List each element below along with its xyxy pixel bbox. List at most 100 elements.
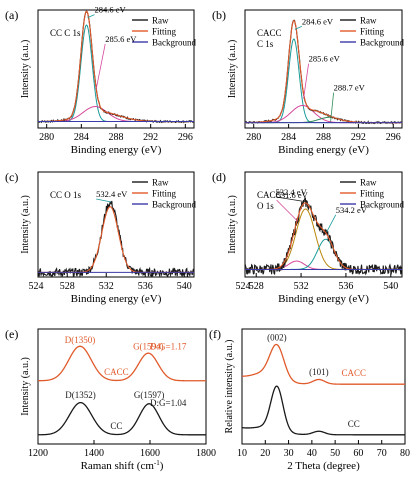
series-line-CC <box>242 385 405 436</box>
legend-label: Background <box>152 200 196 210</box>
x-axis-label: Binding energy (eV) <box>71 144 162 156</box>
x-tick-label: 528 <box>249 281 264 292</box>
legend-label: Raw <box>152 178 169 188</box>
plot-area <box>245 197 402 276</box>
peak-arrow <box>326 214 337 232</box>
series-label: D:G=1.04 <box>150 398 187 408</box>
legend-label: Fitting <box>152 189 177 199</box>
series-line-raw <box>38 200 194 277</box>
x-tick-label: 1800 <box>196 448 216 459</box>
x-tick-label: 30 <box>284 448 294 459</box>
peak-label: 284.6 eV <box>302 16 334 26</box>
legend-label: Background <box>152 38 196 48</box>
panel-annotation: CC C 1s <box>50 28 81 38</box>
panel-label: (f) <box>209 327 221 341</box>
plot-area <box>245 19 402 125</box>
legend-label: Fitting <box>152 27 177 37</box>
peak-arrow <box>330 92 335 122</box>
peak-label: 532.4 eV <box>96 189 128 199</box>
legend-label: Fitting <box>360 27 385 37</box>
panel-f: 10 20 30 40 50 60 70 80 2 Theta (degree) Relative… <box>209 327 410 472</box>
plot-frame <box>241 328 406 445</box>
panel-label: (c) <box>5 170 18 184</box>
peak-label: G(1594) <box>133 342 164 352</box>
x-tick-label: 20 <box>260 448 270 459</box>
x-tick-label: 532 <box>99 281 114 292</box>
panel-label: (b) <box>212 8 226 22</box>
panel-a: 280 284 288 292 296 Binding energy (eV) Intens… <box>5 5 196 156</box>
panel-annotation: C 1s <box>257 39 274 49</box>
x-tick-label: 536 <box>338 281 353 292</box>
peak-label: 532.4 eV <box>276 187 308 197</box>
peak-arrow <box>95 43 106 90</box>
plot-area <box>38 345 206 436</box>
plot-frame <box>37 171 195 278</box>
panel-d: 528 532 536 540 524 Binding energy (eV) Intens… <box>212 170 404 305</box>
plot-area <box>38 200 194 277</box>
x-tick-label: 540 <box>383 281 398 292</box>
legend-label: Background <box>360 38 404 48</box>
x-tick-label: 540 <box>177 281 192 292</box>
peak-arrow <box>294 26 303 30</box>
x-tick-label: 50 <box>330 448 340 459</box>
peak-arrow <box>303 63 309 99</box>
peak-arrow <box>275 196 307 203</box>
panel-b: 280 284 288 292 296 Binding energy (eV) Intens… <box>212 8 404 156</box>
x-tick-label: 288 <box>316 132 331 143</box>
series-line-CACC <box>242 343 405 385</box>
x-tick-label: 536 <box>138 281 153 292</box>
component-peak <box>245 38 402 124</box>
panel-annotation: CACC <box>257 190 282 200</box>
panel-annotation: CACC <box>257 28 282 38</box>
x-tick-label: 528 <box>60 281 75 292</box>
legend-label: Raw <box>360 178 377 188</box>
x-tick-label: 80 <box>400 448 410 459</box>
x-tick-label: 280 <box>39 132 54 143</box>
x-tick-label: 296 <box>178 132 193 143</box>
x-tick-label: 284 <box>281 132 296 143</box>
series-label: CC <box>110 421 122 431</box>
series-line-CACC <box>38 345 206 382</box>
x-tick-label: 280 <box>246 132 261 143</box>
peak-label: 284.6 eV <box>95 5 127 15</box>
x-tick-label: 60 <box>353 448 363 459</box>
peak-label: (002) <box>267 333 287 343</box>
peak-label: 531.6 eV <box>277 190 309 200</box>
series-label: CACC <box>104 367 129 377</box>
x-tick-label: 532 <box>294 281 309 292</box>
plot-frame <box>244 171 403 278</box>
peak-label: 288.7 eV <box>334 83 366 93</box>
legend-label: Raw <box>360 16 377 26</box>
legend-label: Raw <box>152 16 169 26</box>
peak-label: G(1597) <box>134 390 165 400</box>
x-tick-label: 10 <box>237 448 247 459</box>
x-axis-label: Binding energy (eV) <box>278 293 369 305</box>
series-label: CC <box>348 419 360 429</box>
component-peak <box>245 208 402 270</box>
plot-area <box>242 343 405 436</box>
x-tick-label: 1400 <box>84 448 104 459</box>
peak-arrow <box>87 14 95 18</box>
x-tick-label: 292 <box>351 132 366 143</box>
panel-c: 528 532 536 540 524 Binding energy (eV) Intens… <box>5 170 196 305</box>
y-axis-label: Intensity (a.u.) <box>227 40 238 99</box>
panel-label: (e) <box>5 327 18 341</box>
peak-label: 285.6 eV <box>105 34 137 44</box>
x-axis-label: Raman shift (cm-1) <box>81 459 164 472</box>
x-tick-label: 524 <box>29 281 44 292</box>
plot-area <box>38 10 194 124</box>
peak-label: D(1352) <box>65 390 96 400</box>
series-line-raw <box>245 197 402 276</box>
y-axis-label: Intensity (a.u.) <box>20 40 31 99</box>
x-tick-label: 1600 <box>140 448 160 459</box>
x-tick-label: 524 <box>236 281 251 292</box>
x-axis-label: Binding energy (eV) <box>278 144 369 156</box>
component-peak <box>245 238 402 270</box>
peak-label: D(1350) <box>65 335 96 345</box>
peak-arrow <box>276 199 298 222</box>
legend-label: Background <box>360 200 404 210</box>
panel-label: (a) <box>5 8 18 22</box>
y-axis-label: Relative intensity (a.u.) <box>224 340 235 434</box>
legend-label: Fitting <box>360 189 385 199</box>
